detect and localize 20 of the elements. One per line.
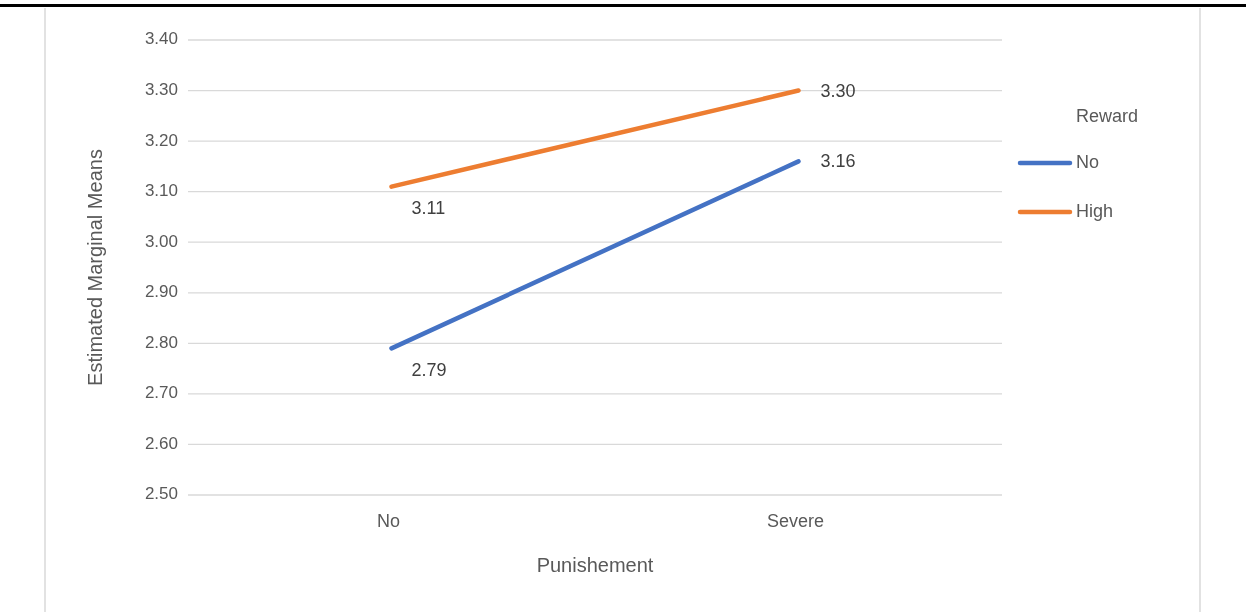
- y-axis-title: Estimated Marginal Means: [84, 149, 106, 386]
- legend-title: Reward: [1076, 106, 1139, 126]
- x-tick-label: Severe: [766, 511, 825, 531]
- y-tick-label: 3.20: [144, 130, 178, 150]
- y-tick-label: 3.40: [144, 29, 178, 49]
- data-label: 2.79: [411, 360, 447, 381]
- data-label: 3.30: [820, 80, 856, 101]
- y-tick-label: 2.90: [144, 282, 178, 302]
- y-tick-label: 2.70: [144, 383, 178, 403]
- y-tick-label: 2.60: [144, 433, 178, 453]
- y-tick-label: 2.50: [144, 484, 178, 504]
- data-label: 3.11: [411, 198, 446, 219]
- legend-label: High: [1076, 200, 1114, 221]
- y-tick-label: 3.00: [144, 231, 178, 251]
- data-label: 3.16: [820, 151, 856, 172]
- legend-label: No: [1076, 151, 1100, 172]
- y-tick-label: 3.30: [144, 80, 178, 100]
- y-tick-label: 3.10: [144, 181, 178, 201]
- y-tick-label: 2.80: [144, 332, 178, 352]
- x-axis-title: Punishement: [536, 554, 654, 576]
